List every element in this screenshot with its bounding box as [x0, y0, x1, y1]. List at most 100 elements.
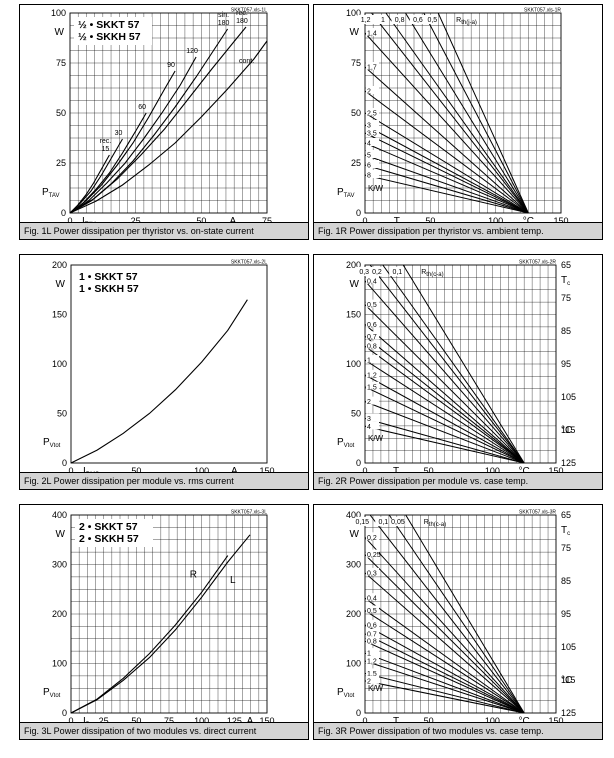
rth-label-bg	[366, 605, 379, 614]
x-tick-label: 100	[488, 216, 503, 225]
y-tick-label: 50	[57, 409, 67, 419]
chart-3r: SKKT057.xls-3R 0 100 200 300 400 0 50 100 150 65 75…	[337, 510, 576, 726]
rth-line-3r-2	[388, 514, 525, 714]
series-1l-4	[69, 70, 176, 214]
rth-line-label: 0,6	[413, 17, 423, 24]
rth-label-bg	[357, 15, 371, 24]
caption-3l: Fig. 3L Power dissipation of two modules…	[20, 722, 308, 739]
rth-line-label: 5	[367, 153, 371, 160]
chart-2l: SKKT057.xls-2L 0 50 100 150 200 0 50 100 150 W PVto…	[43, 260, 275, 476]
series-label-1l: 180	[236, 18, 248, 25]
rth-label-bg	[366, 636, 379, 645]
y-tick-label: 150	[52, 310, 67, 320]
source-label-2r: SKKT057.xls-2R	[519, 260, 556, 266]
rth-label-bg	[368, 267, 382, 276]
series-label-1l: sin.	[218, 12, 229, 19]
series-label-3l: L	[230, 575, 236, 586]
rth-label-bg	[366, 668, 379, 677]
rth-line-label: 0,5	[367, 608, 377, 615]
title-line-2: 2 • SKKH 57	[79, 533, 139, 545]
rth-line-1r-14	[364, 164, 529, 214]
rth-line-label: 0,25	[367, 552, 381, 559]
rth-line-label: 0,4	[367, 278, 377, 285]
source-label-1l: SKKT057.xls-1L	[231, 8, 267, 14]
x-tick-label: 150	[553, 216, 568, 225]
rth-label-bg	[366, 549, 379, 558]
x-tick-label: 0	[67, 216, 72, 225]
rth-line-1r-8	[364, 90, 529, 214]
rth-label-bg	[366, 319, 379, 328]
rth-line-2r-6	[364, 324, 525, 464]
rth-label-bg	[409, 15, 423, 24]
rth-line-1r-13	[364, 154, 529, 214]
rth-label-bg	[356, 517, 370, 526]
rth-line-label: 0,15	[355, 519, 369, 526]
rth-line-label: 0,6	[367, 622, 377, 629]
right-tick-label: 75	[561, 293, 571, 303]
rth-line-label: 3	[367, 123, 371, 130]
rth-line-label: 2	[367, 399, 371, 406]
rth-line-2r-11	[364, 386, 525, 464]
rth-unit-3r: K/W	[368, 684, 384, 693]
caption-3r: Fig. 3R Power dissipation of two modules…	[314, 722, 602, 739]
rth-label-bg	[366, 150, 379, 158]
x-unit-3r: °C	[519, 716, 530, 725]
x-tick-label: 75	[164, 716, 174, 725]
rth-label-bg	[371, 15, 385, 24]
x-tick-label: 25	[99, 716, 109, 725]
rth-label-bg	[366, 62, 379, 70]
series-label-1l: rec.	[100, 138, 112, 145]
series-3l-2	[70, 534, 251, 714]
y-unit-1l: W	[55, 27, 65, 38]
plot-frame-1l	[69, 12, 268, 214]
right-tick-label: 85	[561, 326, 571, 336]
y-tick-label: 25	[351, 158, 361, 168]
x-tick-label: 150	[548, 466, 563, 475]
rth-line-label: 1,7	[367, 65, 377, 72]
plot-frame-3l	[70, 514, 268, 714]
rth-label-bg	[424, 15, 438, 24]
x-tick-label: 0	[362, 216, 367, 225]
rth-line-label: 0,7	[367, 334, 377, 341]
rth-line-label: 0,2	[372, 269, 382, 276]
series-3l-1	[70, 555, 229, 714]
x-tick-label: 50	[131, 466, 141, 475]
rth-line-label: 0,1	[392, 269, 402, 276]
rth-line-label: 1	[381, 17, 385, 24]
y-tick-label: 50	[56, 108, 66, 118]
rth-line-2r-9	[364, 359, 525, 464]
x-tick-label: 50	[424, 716, 434, 725]
y-tick-label: 50	[351, 409, 361, 419]
plot-frame-2l	[70, 264, 268, 464]
rth-line-label: 0,5	[427, 17, 437, 24]
caption-1l: Fig. 1L Power dissipation per thyristor …	[20, 222, 308, 239]
title-line-1: 2 • SKKT 57	[79, 521, 138, 533]
x-tick-label: 100	[485, 716, 500, 725]
rth-label-3r: Rth(c-a)	[424, 519, 446, 528]
x-tick-label: 100	[194, 466, 209, 475]
caption-2l: Fig. 2L Power dissipation per module vs.…	[20, 472, 308, 489]
rth-label-bg	[366, 331, 379, 340]
right-unit-3r: °C	[561, 675, 572, 686]
rth-line-label: 0,8	[367, 344, 377, 351]
rth-label-bg	[366, 86, 379, 94]
rth-line-1r-9	[364, 112, 529, 214]
rth-line-3r-3	[405, 514, 525, 714]
x-tick-label: 100	[485, 466, 500, 475]
panel-2l: SKKT057.xls-2L 0 50 100 150 200 0 50 100 150 W PVto…	[19, 254, 309, 490]
rth-label-bg	[366, 396, 379, 405]
x-tick-label: 150	[259, 716, 274, 725]
panel-2r: SKKT057.xls-2R 0 50 100 150 200 0 50 100 150 65 75 8…	[313, 254, 603, 490]
right-tick-label: 105	[561, 642, 576, 652]
rth-line-label: 4	[367, 141, 371, 148]
caption-2r: Fig. 2R Power dissipation per module vs.…	[314, 472, 602, 489]
rth-label-bg	[389, 267, 403, 276]
rth-line-3r-6	[364, 572, 525, 714]
rth-label-bg	[366, 369, 379, 378]
x-tick-label: 0	[362, 716, 367, 725]
rth-line-2r-14	[364, 425, 525, 464]
rth-label-bg	[366, 628, 379, 637]
title-line-1: 1 • SKKT 57	[79, 271, 138, 283]
chart-3l: SKKT057.xls-3L 0 100 200 300 400 0 25 50 75 100 125…	[43, 510, 275, 726]
rth-line-2r-7	[364, 335, 525, 464]
